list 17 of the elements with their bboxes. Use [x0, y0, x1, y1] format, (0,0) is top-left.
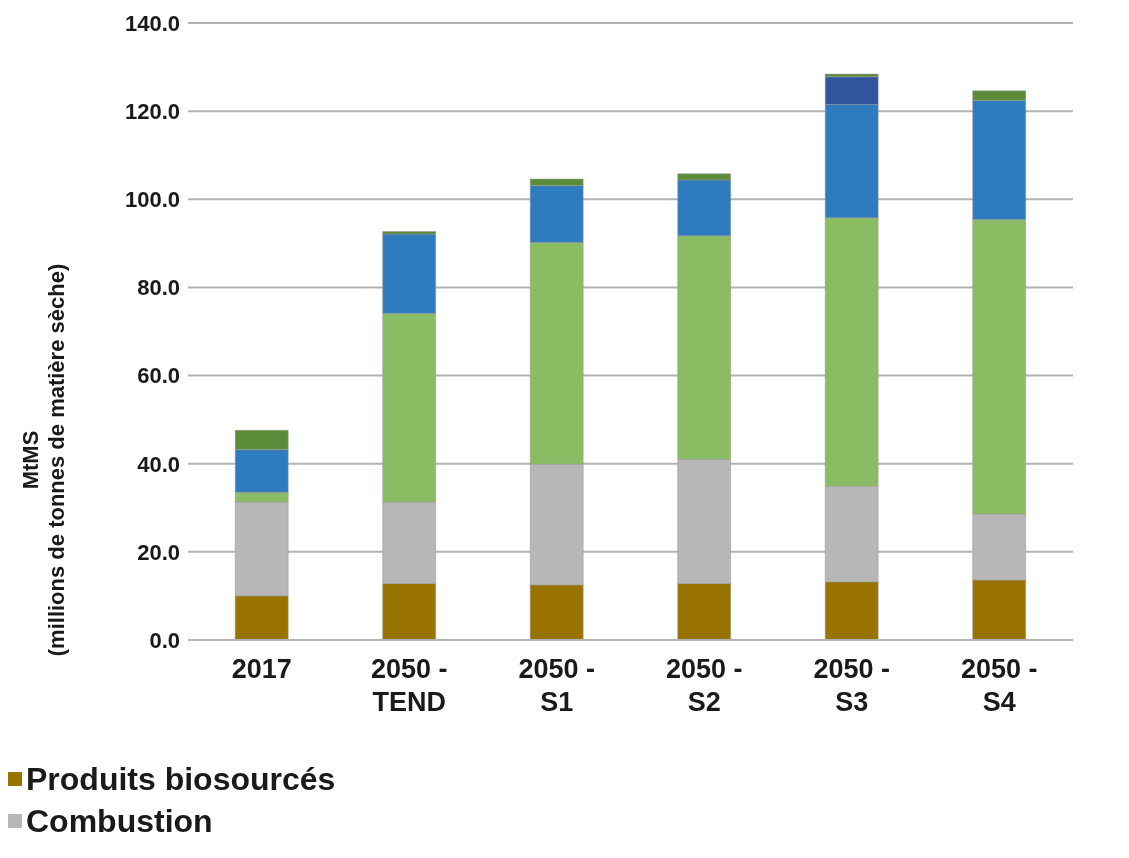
- x-tick-label: 2050 - S4: [960, 654, 1038, 717]
- y-tick-label: 0.0: [149, 627, 180, 653]
- y-tick-label: 100.0: [124, 187, 180, 213]
- x-tick-label: 2050 - S1: [518, 654, 596, 717]
- y-tick-label: 80.0: [137, 275, 180, 301]
- y-tick-label: 20.0: [137, 539, 180, 565]
- legend-label: Produits biosourcés: [26, 760, 336, 799]
- x-tick-label: 2017: [231, 654, 292, 684]
- y-tick-label: 60.0: [137, 363, 180, 389]
- legend-label: Combustion: [26, 802, 213, 841]
- y-axis-title: MtMS (millions de tonnes de matière sèche): [18, 263, 69, 657]
- y-tick-label: 140.0: [124, 10, 180, 36]
- x-tick-label: 2050 - S2: [665, 654, 743, 717]
- y-tick-label: 40.0: [137, 451, 180, 477]
- y-tick-label: 120.0: [124, 98, 180, 124]
- x-tick-label: 2050 - S3: [813, 654, 891, 717]
- x-tick-label: 2050 - TEND: [370, 654, 448, 717]
